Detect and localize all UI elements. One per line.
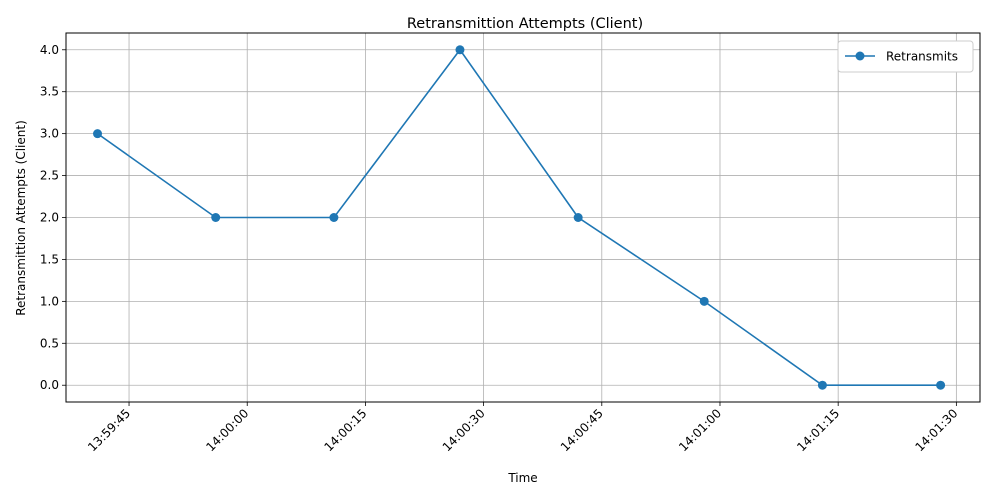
y-tick-label: 0.5 bbox=[40, 336, 59, 350]
y-tick-label: 2.0 bbox=[40, 211, 59, 225]
data-point bbox=[936, 380, 946, 390]
y-axis: 0.0 0.5 1.0 1.5 2.0 2.5 3.0 3.5 4.0 bbox=[40, 43, 66, 392]
y-tick-label: 0.0 bbox=[40, 378, 59, 392]
legend: Retransmits bbox=[837, 40, 974, 73]
y-tick-label: 1.5 bbox=[40, 252, 59, 266]
grid bbox=[66, 33, 980, 402]
y-axis-label: Retransmittion Attempts (Client) bbox=[14, 120, 28, 316]
data-point bbox=[573, 213, 583, 222]
y-tick-label: 2.5 bbox=[40, 169, 59, 183]
y-tick-label: 1.0 bbox=[40, 294, 59, 308]
legend-box bbox=[837, 40, 974, 73]
data-point bbox=[93, 129, 103, 139]
data-point bbox=[455, 45, 465, 55]
data-point bbox=[211, 213, 221, 222]
legend-marker bbox=[855, 51, 865, 61]
data-point bbox=[699, 296, 709, 306]
y-tick-label: 3.5 bbox=[40, 85, 59, 99]
data-point bbox=[817, 380, 827, 390]
legend-label: Retransmits bbox=[886, 50, 958, 64]
data-point bbox=[329, 213, 339, 222]
series-line bbox=[97, 48, 941, 387]
y-tick-label: 4.0 bbox=[40, 43, 59, 57]
y-tick-label: 3.0 bbox=[40, 127, 59, 141]
x-axis-label: Time bbox=[507, 471, 537, 485]
series-layer bbox=[93, 45, 946, 390]
chart-title: Retransmittion Attempts (Client) bbox=[407, 16, 643, 32]
